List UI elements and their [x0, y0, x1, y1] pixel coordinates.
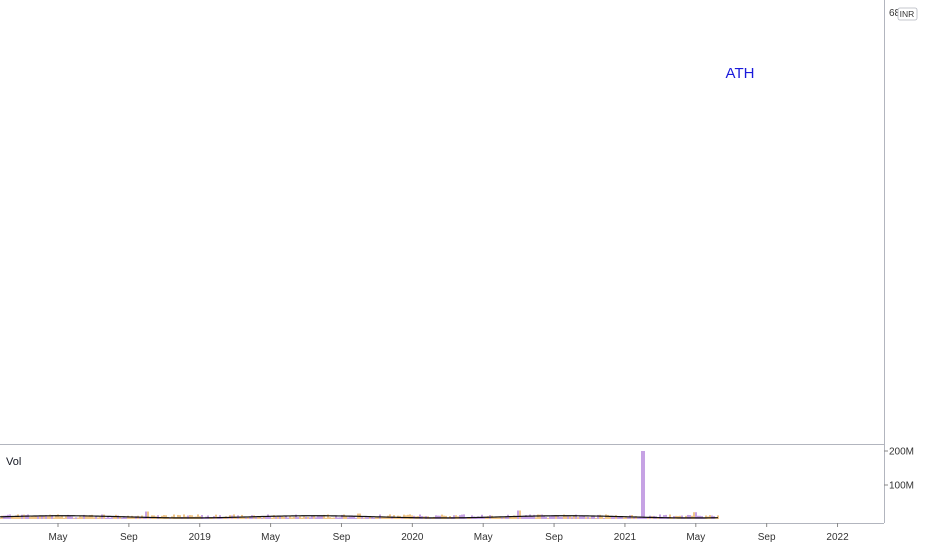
time-tick-label: 2019 — [189, 532, 212, 543]
time-tick-label: Sep — [545, 532, 563, 543]
time-tick-label: 2021 — [614, 532, 637, 543]
price-pane[interactable] — [0, 0, 885, 524]
time-tick-label: 2022 — [826, 532, 849, 543]
volume-ma-line — [0, 515, 719, 519]
volume-tick-label: 100M — [889, 481, 914, 492]
price-axis[interactable]: 68600.00510.00430.00390.00350.00320.0029… — [884, 0, 924, 21]
volume-pane[interactable]: Vol 200M 100M — [0, 447, 914, 520]
ath-label: ATH — [726, 65, 755, 82]
time-tick-label: May — [474, 532, 493, 543]
time-tick-label: Sep — [120, 532, 138, 543]
price-tick-label: 68 — [889, 8, 901, 19]
currency-badge-box — [897, 7, 918, 21]
time-tick-label: Sep — [333, 532, 351, 543]
time-axis[interactable]: May Sep 2019 May Sep 2020 May Sep 2021 May Sep 2022 — [49, 523, 850, 543]
volume-label: Vol — [6, 456, 21, 468]
currency-badge: INR — [900, 9, 915, 19]
time-tick-label: Sep — [758, 532, 776, 543]
time-tick-label: May — [261, 532, 280, 543]
annotations: ATH — [726, 65, 755, 82]
time-tick-label: May — [49, 532, 68, 543]
time-tick-label: May — [686, 532, 705, 543]
volume-tick-label: 200M — [889, 447, 914, 458]
time-tick-label: 2020 — [401, 532, 424, 543]
